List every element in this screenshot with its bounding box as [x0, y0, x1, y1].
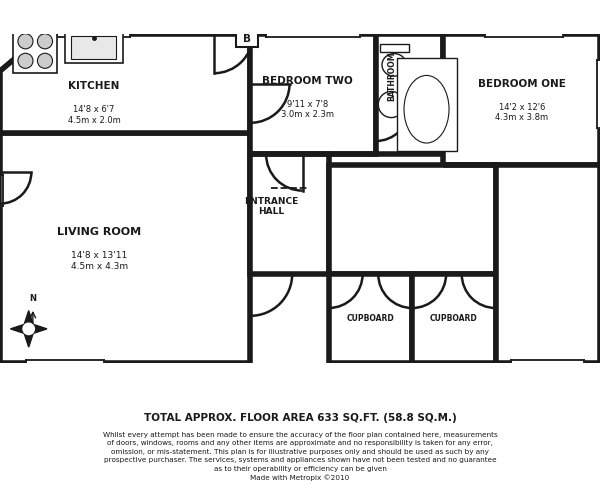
Bar — [13, 29, 58, 73]
Text: N: N — [29, 294, 37, 303]
Bar — [250, 154, 329, 274]
Bar — [71, 36, 116, 59]
Text: BEDROOM TWO: BEDROOM TWO — [262, 76, 353, 86]
Bar — [250, 34, 376, 154]
Bar — [443, 34, 600, 165]
Text: BEDROOM ONE: BEDROOM ONE — [478, 79, 566, 89]
Bar — [65, 31, 122, 63]
Bar — [412, 274, 496, 363]
Circle shape — [18, 34, 33, 49]
Bar — [329, 274, 412, 363]
Ellipse shape — [382, 54, 406, 76]
Circle shape — [22, 322, 35, 335]
Polygon shape — [0, 34, 600, 363]
Text: 14'8 x 6'7
4.5m x 2.0m: 14'8 x 6'7 4.5m x 2.0m — [68, 105, 120, 125]
Polygon shape — [0, 34, 250, 133]
Bar — [0, 133, 250, 363]
Bar — [380, 44, 409, 52]
Text: 14'2 x 12'6
4.3m x 3.8m: 14'2 x 12'6 4.3m x 3.8m — [495, 103, 548, 122]
Text: LIVING ROOM: LIVING ROOM — [57, 227, 141, 237]
Ellipse shape — [404, 76, 449, 143]
Text: B: B — [243, 34, 251, 44]
Bar — [397, 58, 457, 151]
Bar — [329, 165, 496, 274]
Text: KITCHEN: KITCHEN — [68, 81, 119, 91]
Text: 14'8 x 13'11
4.5m x 4.3m: 14'8 x 13'11 4.5m x 4.3m — [71, 251, 128, 271]
Text: CUPBOARD: CUPBOARD — [347, 314, 394, 323]
Polygon shape — [10, 311, 47, 347]
Text: ENTRANCE
HALL: ENTRANCE HALL — [244, 197, 298, 216]
Text: BATHROOM: BATHROOM — [387, 51, 396, 101]
Bar — [236, 30, 258, 47]
Ellipse shape — [378, 91, 404, 118]
Text: TOTAL APPROX. FLOOR AREA 633 SQ.FT. (58.8 SQ.M.): TOTAL APPROX. FLOOR AREA 633 SQ.FT. (58.… — [143, 412, 457, 423]
Circle shape — [18, 53, 33, 68]
Circle shape — [37, 53, 53, 68]
Bar — [496, 165, 600, 363]
Bar — [376, 34, 443, 154]
Text: Whilst every attempt has been made to ensure the accuracy of the floor plan cont: Whilst every attempt has been made to en… — [103, 432, 497, 481]
Text: 9'11 x 7'8
3.0m x 2.3m: 9'11 x 7'8 3.0m x 2.3m — [281, 100, 334, 120]
Text: CUPBOARD: CUPBOARD — [430, 314, 478, 323]
Circle shape — [37, 34, 53, 49]
